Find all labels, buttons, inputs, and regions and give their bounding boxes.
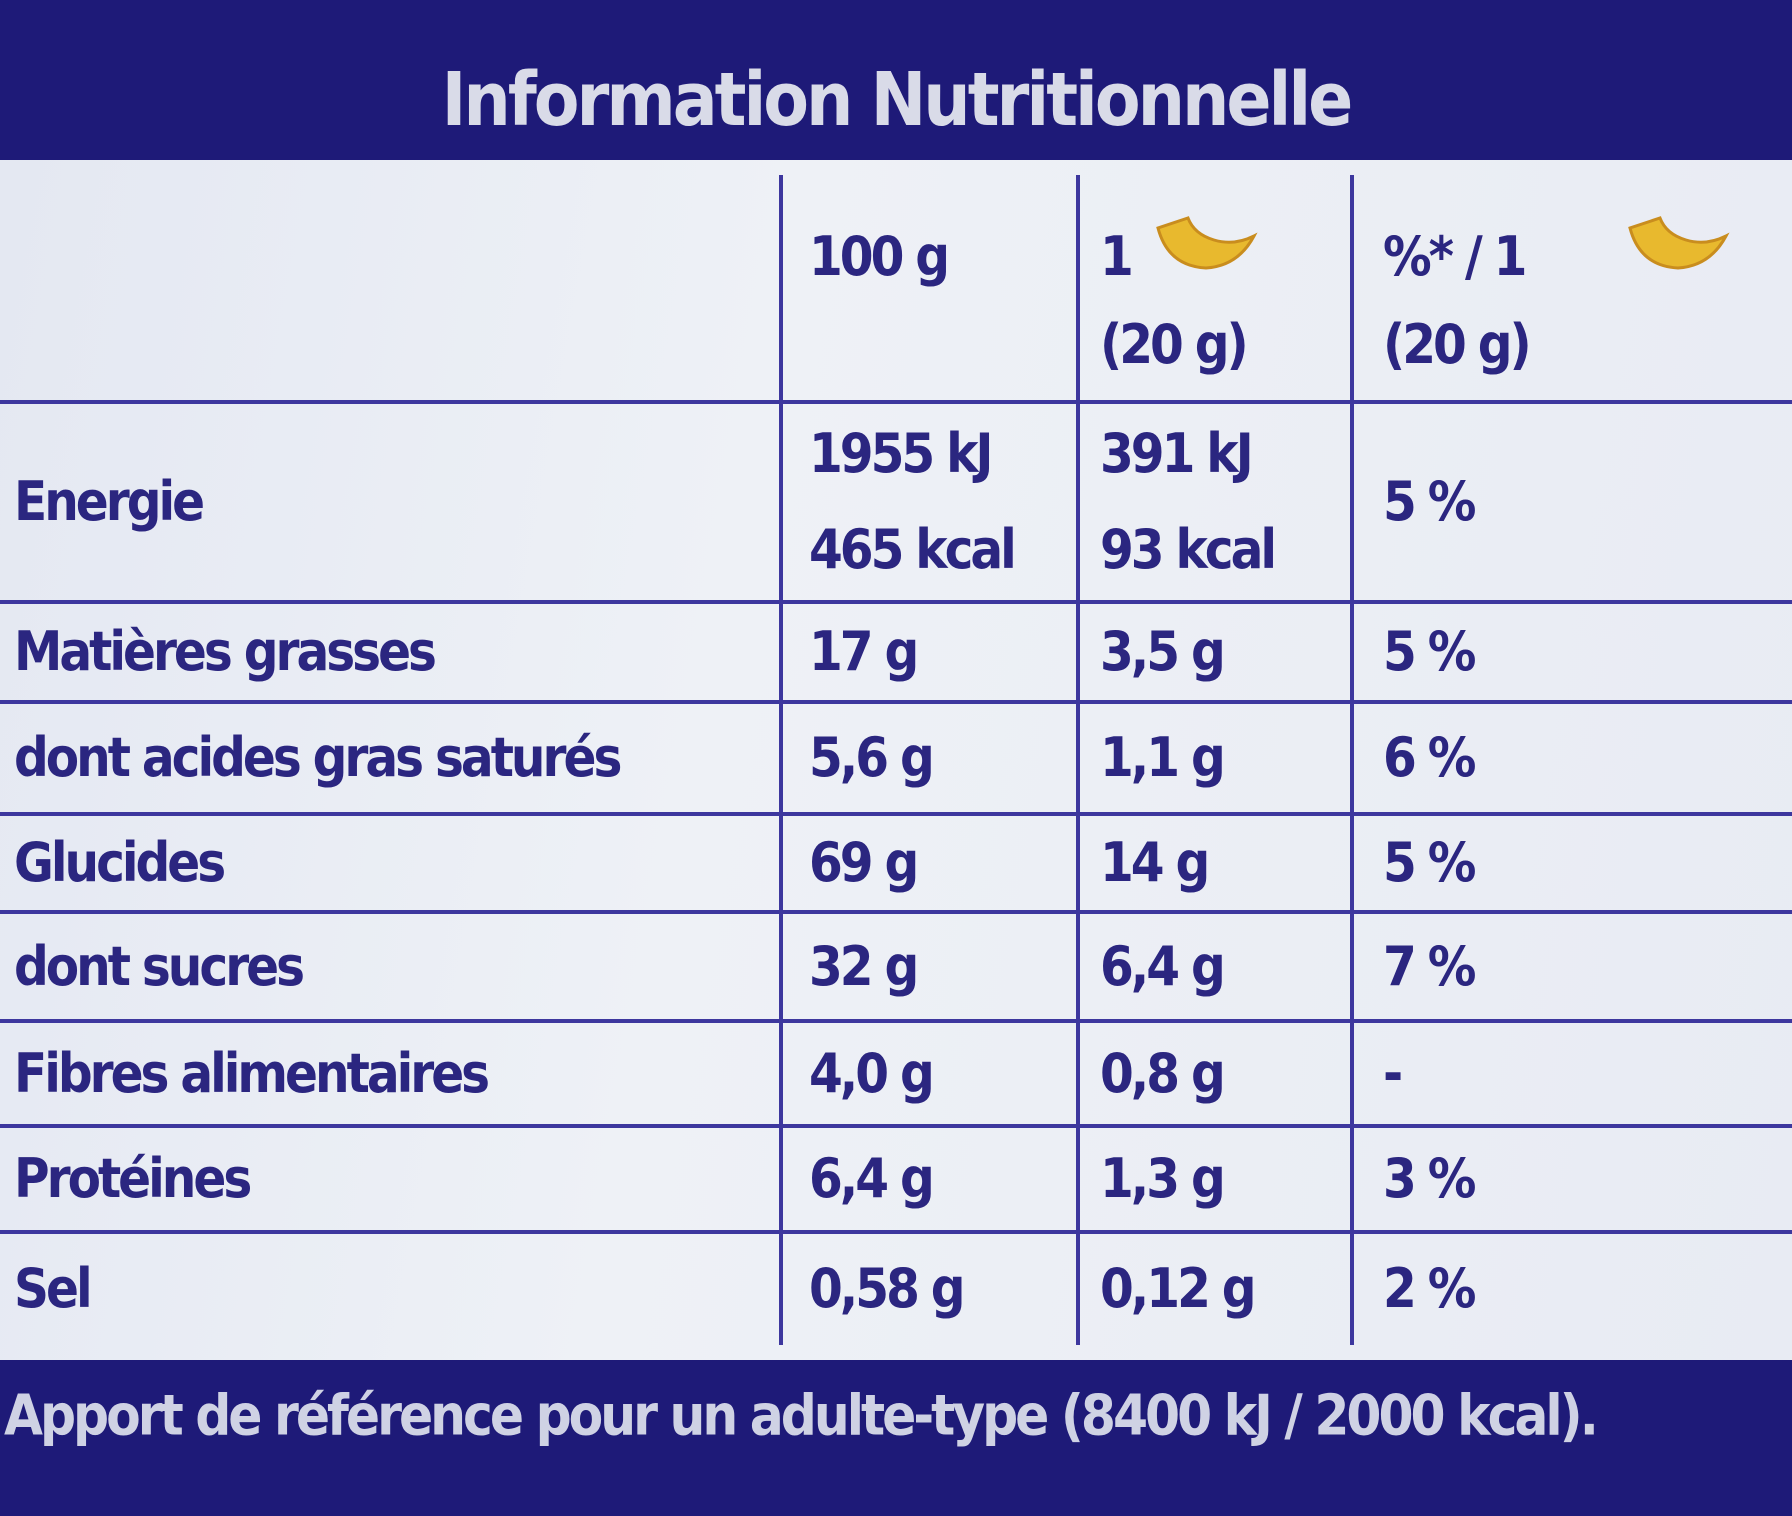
cell-value: 4,0 g	[809, 1041, 935, 1105]
header-cell: 1	[1100, 225, 1134, 288]
row-label: Fibres alimentaires	[14, 1041, 490, 1105]
header-cell: (20 g)	[1100, 313, 1249, 376]
cell-value: 2 %	[1383, 1256, 1476, 1320]
row-label: Matières grasses	[14, 620, 437, 683]
cell-value: 5 %	[1383, 470, 1476, 533]
cell-value: 6,4 g	[1100, 934, 1226, 998]
cell-value: 1955 kJ	[809, 422, 993, 485]
row-label: Glucides	[14, 831, 226, 894]
cell-value: 6 %	[1383, 726, 1476, 789]
title: Information Nutritionnelle	[441, 57, 1354, 143]
cell-value: 7 %	[1383, 934, 1476, 998]
cell-value: 93 kcal	[1100, 518, 1277, 581]
cell-value: 32 g	[809, 934, 919, 998]
cell-value: 1,1 g	[1100, 726, 1226, 789]
cell-value: 5 %	[1383, 831, 1476, 894]
cell-value: 391 kJ	[1100, 422, 1254, 485]
header-cell: (20 g)	[1383, 313, 1532, 376]
cell-value: 5,6 g	[809, 726, 935, 789]
cell-value: 6,4 g	[809, 1147, 935, 1210]
cell-value: 5 %	[1383, 620, 1476, 683]
cell-value: 0,58 g	[809, 1256, 966, 1320]
cell-value: 465 kcal	[809, 518, 1017, 581]
row-label: Protéines	[14, 1147, 252, 1210]
cell-value: 0,12 g	[1100, 1256, 1257, 1320]
cell-value: 17 g	[809, 620, 919, 683]
row-label: Sel	[14, 1256, 93, 1320]
cell-value: 0,8 g	[1100, 1041, 1226, 1105]
cell-value: 69 g	[809, 831, 919, 894]
biscuit-icon	[1156, 216, 1730, 270]
cell-value: 1,3 g	[1100, 1147, 1226, 1210]
row-label: dont sucres	[14, 934, 305, 998]
row-label: Energie	[14, 470, 205, 533]
cell-value: 14 g	[1100, 831, 1210, 894]
row-label: dont acides gras saturés	[14, 726, 622, 789]
cell-value: 3 %	[1383, 1147, 1476, 1210]
cell-value: -	[1383, 1041, 1403, 1105]
header-cell: 100 g	[809, 225, 950, 288]
header-cell: %* / 1	[1383, 225, 1527, 288]
cell-value: 3,5 g	[1100, 620, 1226, 683]
table-background	[0, 160, 1792, 1360]
footnote: Apport de référence pour un adulte-type …	[4, 1383, 1599, 1449]
